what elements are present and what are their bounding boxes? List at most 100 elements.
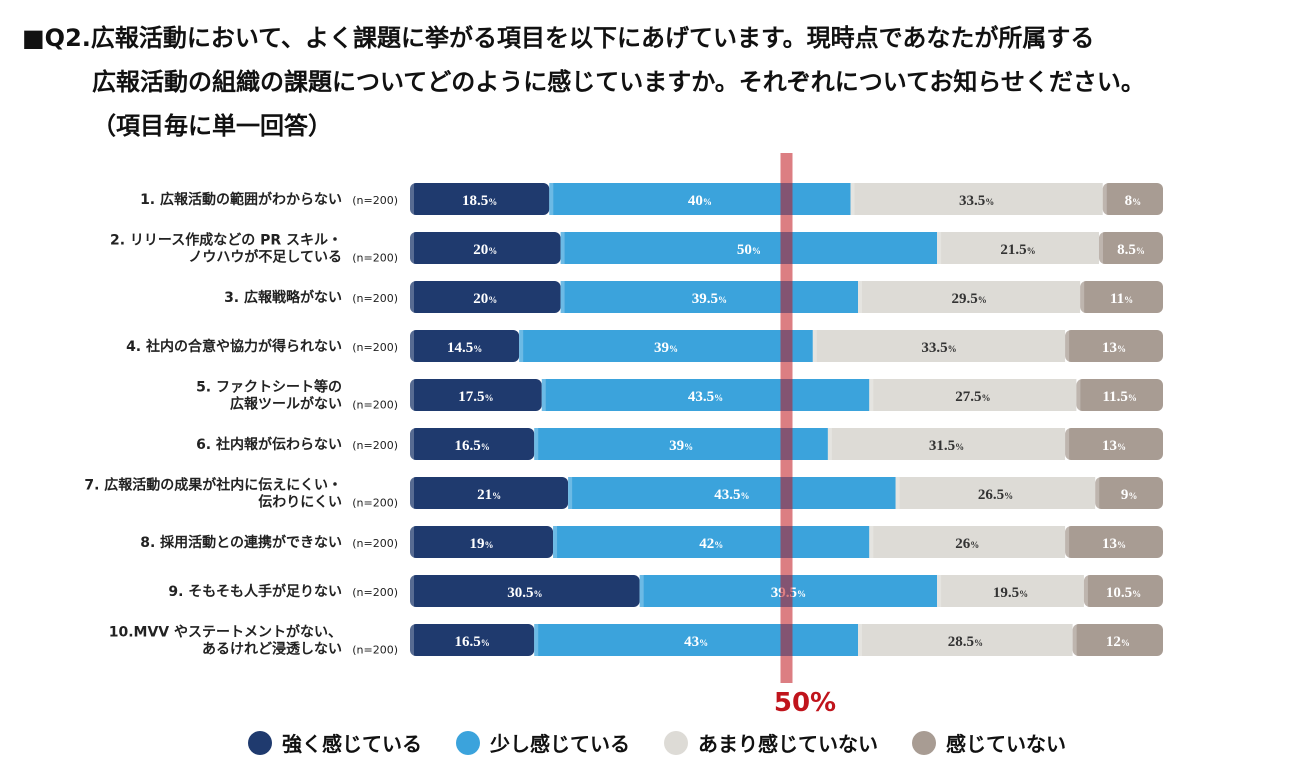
- category-n: (n=200): [352, 399, 398, 412]
- value-label: 43.5%: [714, 487, 749, 503]
- legend-item: 感じていない: [912, 728, 1066, 757]
- bar-segment: [410, 624, 535, 656]
- bar-segment: [541, 379, 870, 411]
- segment-edge: [1065, 526, 1070, 558]
- value-label: 39%: [654, 340, 678, 356]
- legend-item: 強く感じている: [248, 728, 422, 757]
- legend-label: あまり感じていない: [698, 732, 878, 756]
- segment-edge: [534, 624, 539, 656]
- segment-edge: [410, 477, 414, 509]
- category-label: 4. 社内の合意や協力が得られない: [126, 338, 342, 355]
- bar-segment: [812, 330, 1066, 362]
- value-label: 11.5%: [1102, 389, 1136, 405]
- value-label: 43.5%: [688, 389, 723, 405]
- value-label: 26%: [955, 536, 979, 552]
- title-line-3: （項目毎に単一回答）: [92, 112, 332, 140]
- value-label: 8%: [1125, 193, 1142, 209]
- category-label: 1. 広報活動の範囲がわからない: [140, 191, 342, 208]
- bar-segment: [560, 281, 859, 313]
- segment-edge: [1065, 428, 1070, 460]
- segment-edge: [1080, 281, 1085, 313]
- value-label: 40%: [688, 193, 712, 209]
- value-label: 50%: [737, 242, 761, 258]
- bar-segment: [560, 232, 938, 264]
- value-label: 31.5%: [929, 438, 964, 454]
- value-label: 13%: [1102, 340, 1126, 356]
- legend-item: 少し感じている: [456, 728, 630, 757]
- value-label: 13%: [1102, 536, 1126, 552]
- bar-segment: [410, 526, 554, 558]
- legend-label: 少し感じている: [490, 732, 630, 756]
- bar-segment: [519, 330, 813, 362]
- segment-edge: [410, 183, 414, 215]
- title-line-1: ■Q2.広報活動において、よく課題に挙がる項目を以下にあげています。現時点であな…: [22, 24, 1095, 52]
- bar-segment: [410, 183, 550, 215]
- segment-edge: [1072, 624, 1077, 656]
- value-label: 29.5%: [951, 291, 986, 307]
- title-line-2: 広報活動の組織の課題についてどのように感じていますか。それぞれについてお知らせく…: [92, 68, 1145, 96]
- category-label: 7. 広報活動の成果が社内に伝えにくい・: [84, 477, 342, 494]
- segment-edge: [534, 428, 539, 460]
- category-label: 広報ツールがない: [230, 396, 342, 413]
- value-label: 42%: [699, 536, 723, 552]
- segment-edge: [1083, 575, 1088, 607]
- value-label: 14.5%: [447, 340, 482, 356]
- segment-edge: [410, 526, 414, 558]
- bar-segment: [827, 428, 1066, 460]
- bar-segment: [869, 379, 1077, 411]
- bar-segment: [850, 183, 1103, 215]
- segment-edge: [410, 379, 414, 411]
- segment-edge: [549, 183, 554, 215]
- value-label: 26.5%: [978, 487, 1013, 503]
- bar-segment: [1095, 477, 1163, 509]
- category-label: 伝わりにくい: [258, 494, 342, 511]
- segment-edge: [869, 526, 874, 558]
- value-label: 17.5%: [458, 389, 493, 405]
- stacked-bar-chart: (n=200)1. 広報活動の範囲がわからない 18.5% 40% 33.5% 8%(n…: [84, 153, 1163, 683]
- segment-edge: [812, 330, 817, 362]
- category-n: (n=200): [352, 439, 398, 452]
- bar-segment: [937, 232, 1099, 264]
- value-label: 21%: [477, 487, 501, 503]
- segment-edge: [410, 624, 414, 656]
- category-n: (n=200): [352, 341, 398, 354]
- bar-row: (n=200) 8. 採用活動との連携ができない 19% 42% 26% 13%: [140, 526, 1163, 558]
- value-label: 30.5%: [507, 585, 542, 601]
- segment-edge: [937, 232, 942, 264]
- value-label: 16.5%: [454, 634, 489, 650]
- segment-edge: [937, 575, 942, 607]
- bar-segment: [1072, 624, 1163, 656]
- value-label: 12%: [1106, 634, 1130, 650]
- value-label: 39%: [669, 438, 693, 454]
- value-label: 33.5%: [959, 193, 994, 209]
- bar-row: (n=200) 1. 広報活動の範囲がわからない 18.5% 40% 33.5% 8%: [140, 183, 1163, 215]
- bar-segment: [410, 330, 520, 362]
- category-label: 8. 採用活動との連携ができない: [140, 534, 342, 551]
- legend-swatch-little: [664, 730, 688, 755]
- category-label: 9. そもそも人手が足りない: [168, 583, 342, 600]
- bar-segment: [869, 526, 1066, 558]
- category-n: (n=200): [352, 644, 398, 657]
- segment-edge: [410, 428, 414, 460]
- legend-item: あまり感じていない: [664, 728, 878, 757]
- bar-row: (n=200) 2. リリース作成などの PR スキル・ノウハウが不足している 20…: [110, 232, 1163, 266]
- segment-edge: [850, 183, 855, 215]
- value-label: 10.5%: [1106, 585, 1141, 601]
- bar-segment: [1102, 183, 1163, 215]
- bar-segment: [410, 428, 535, 460]
- segment-edge: [560, 232, 565, 264]
- legend-label: 感じていない: [946, 732, 1066, 756]
- value-label: 19%: [470, 536, 494, 552]
- value-label: 9%: [1121, 487, 1138, 503]
- value-label: 11%: [1110, 291, 1133, 307]
- bar-segment: [410, 379, 542, 411]
- value-label: 43%: [684, 634, 708, 650]
- legend-swatch-none: [912, 730, 936, 755]
- bar-row: (n=200) 4. 社内の合意や協力が得られない 14.5% 39% 33.5% 13%: [126, 330, 1163, 362]
- bar-row: (n=200) 7. 広報活動の成果が社内に伝えにくい・伝わりにくい 21% 43.5…: [84, 477, 1163, 511]
- segment-edge: [1065, 330, 1070, 362]
- segment-edge: [541, 379, 546, 411]
- bar-segment: [937, 575, 1084, 607]
- value-label: 27.5%: [955, 389, 990, 405]
